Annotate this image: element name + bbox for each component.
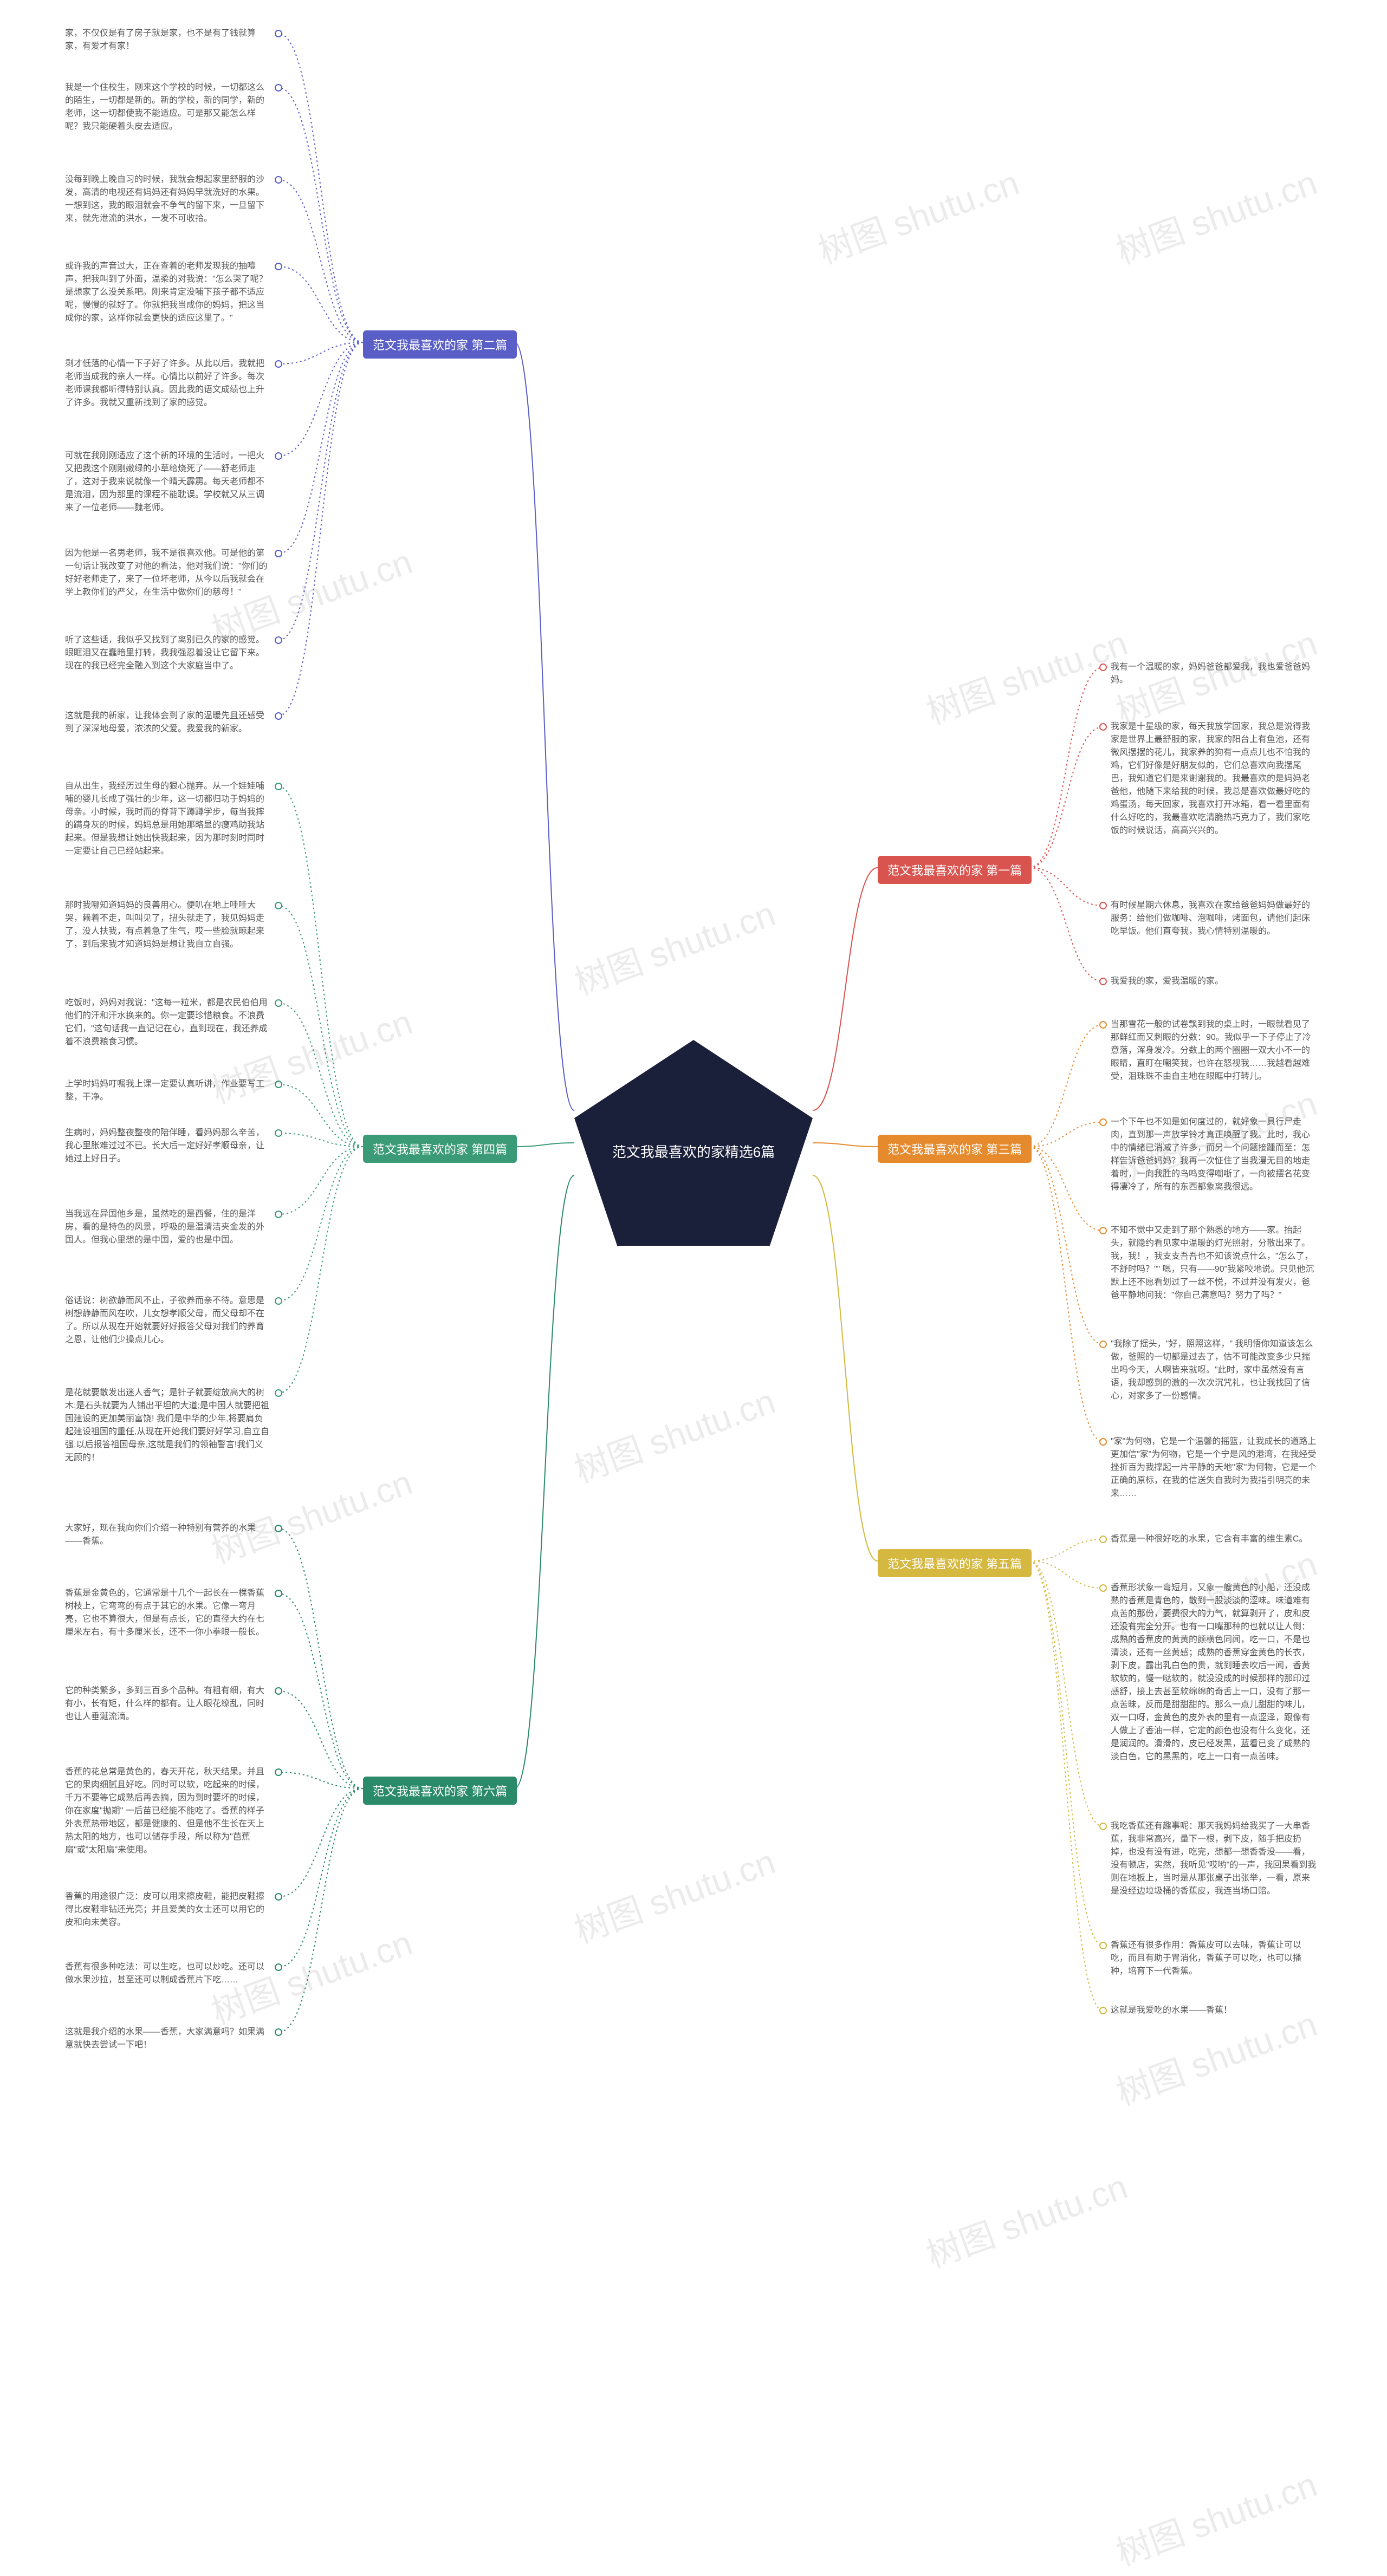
leaf-text: 香蕉是金黄色的，它通常是十几个一起长在一棵香蕉树枝上，它弯弯的有点于其它的水果。… xyxy=(65,1587,271,1639)
leaf-text: 因为他是一名男老师，我不是很喜欢他。可是他的第一句话让我改变了对他的看法，他对我… xyxy=(65,547,271,599)
watermark: 树图 shutu.cn xyxy=(919,615,1133,734)
leaf-text: 吃饭时，妈妈对我说："这每一粒米，都是农民伯伯用他们的汗和汗水换来的。你一定要珍… xyxy=(65,997,271,1049)
leaf-text: 它的种类繁多，多到三百多个品种。有粗有细，有大有小，长有矩，什么样的都有。让人眼… xyxy=(65,1684,271,1723)
branch-label: 范文我最喜欢的家 第一篇 xyxy=(878,856,1032,884)
leaf-text: 当那雪花一般的试卷飘到我的桌上时，一眼就看见了那鲜红而又刺眼的分数：90。我似乎… xyxy=(1111,1018,1317,1083)
leaf-text: 我是一个住校生，刚来这个学校的时候，一切都这么的陌生，一切都是新的。新的学校，新… xyxy=(65,81,271,133)
branch-label: 范文我最喜欢的家 第六篇 xyxy=(363,1777,517,1805)
leaf-text: 大家好，现在我向你们介绍一种特别有营养的水果——香蕉。 xyxy=(65,1522,271,1548)
branch-label: 范文我最喜欢的家 第二篇 xyxy=(363,330,517,359)
watermark: 树图 shutu.cn xyxy=(1109,155,1323,274)
leaf-text: 有时候星期六休息，我喜欢在家给爸爸妈妈做最好的服务：给他们做咖啡、泡咖啡，烤面包… xyxy=(1111,899,1317,938)
watermark: 树图 shutu.cn xyxy=(204,1455,418,1573)
leaf-text: 香蕉还有很多作用：香蕉皮可以去味，香蕉让可以吃，而且有助于胃消化，香蕉子可以吃，… xyxy=(1111,1939,1317,1978)
leaf-text: 没每到晚上晚自习的时候，我就会想起家里舒服的沙发，高清的电视还有妈妈还有妈妈早就… xyxy=(65,173,271,225)
watermark: 树图 shutu.cn xyxy=(919,2159,1133,2278)
leaf-text: 我家是十星级的家，每天我放学回家，我总是说得我家是世界上最舒服的家，我家的阳台上… xyxy=(1111,720,1317,837)
leaf-text: 香蕉是一种很好吃的水果，它含有丰富的维生素C。 xyxy=(1111,1533,1308,1546)
branch-label: 范文我最喜欢的家 第四篇 xyxy=(363,1135,517,1163)
leaf-text: 我有一个温暖的家，妈妈爸爸都爱我，我也爱爸爸妈妈。 xyxy=(1111,661,1317,687)
leaf-text: 上学时妈妈叮嘱我上课一定要认真听讲，作业要写工整，干净。 xyxy=(65,1078,271,1104)
leaf-text: 可就在我刚刚适应了这个新的环境的生活时，一把火又把我这个刚刚嫩绿的小草给烧死了—… xyxy=(65,450,271,515)
leaf-text: 当我远在异国他乡是，虽然吃的是西餐，住的是洋房，看的是特色的风景，呼吸的是温清洁… xyxy=(65,1208,271,1247)
leaf-text: "家"为何物，它是一个温馨的摇篮，让我成长的道路上更加信"家"为何物，它是一个宁… xyxy=(1111,1435,1317,1500)
center-pentagon: 范文我最喜欢的家精选6篇 xyxy=(574,1040,813,1246)
watermark: 树图 shutu.cn xyxy=(567,1834,781,1953)
watermark: 树图 shutu.cn xyxy=(811,155,1025,274)
leaf-text: 听了这些话，我似乎又找到了离别已久的家的感觉。眼眶泪又在蠢暗里打转，我我强忍着没… xyxy=(65,634,271,673)
branch-label: 范文我最喜欢的家 第五篇 xyxy=(878,1549,1032,1577)
leaf-text: 那时我哪知道妈妈的良善用心。便叭在地上哇哇大哭，赖着不走，叫叫见了，扭头就走了，… xyxy=(65,899,271,951)
leaf-text: 这就是我的新家，让我体会到了家的温暖先且还感受到了深深地母爱，浓浓的父爱。我爱我… xyxy=(65,710,271,736)
leaf-text: 生病时，妈妈整夜整夜的陪伴睡，看妈妈那么辛苦，我心里胀难过过不已。长大后一定好好… xyxy=(65,1127,271,1166)
leaf-text: 剩才低落的心情一下子好了许多。从此以后，我就把老师当成我的亲人一样。心情比以前好… xyxy=(65,357,271,409)
leaf-text: 一个下午也不知是如何度过的，就好象一具行尸走肉，直到那一声放学铃才真正唤醒了我。… xyxy=(1111,1116,1317,1194)
leaf-text: 不知不觉中又走到了那个熟悉的地方——家。抬起头，就隐约看见家中温暖的灯光照射，分… xyxy=(1111,1224,1317,1302)
leaf-text: 香蕉有很多种吃法：可以生吃，也可以炒吃。还可以做水果沙拉，甚至还可以制成香蕉片下… xyxy=(65,1961,271,1987)
leaf-text: 家，不仅仅是有了房子就是家，也不是有了钱就算家，有爱才有家！ xyxy=(65,27,271,53)
center-title: 范文我最喜欢的家精选6篇 xyxy=(612,1141,775,1161)
leaf-text: "我除了摇头，"好，照照这样，" 我明悟你知道该怎么做，爸照的一切都是过去了，估… xyxy=(1111,1338,1317,1403)
watermark: 树图 shutu.cn xyxy=(1109,2457,1323,2575)
leaf-text: 我吃香蕉还有趣事呢：那天我妈妈给我买了一大串香蕉，我非常高兴，量下一根，剥下皮，… xyxy=(1111,1820,1317,1898)
leaf-text: 这就是我介绍的水果——香蕉，大家满意吗？如果满意就快去尝试一下吧！ xyxy=(65,2026,271,2052)
leaf-text: 香蕉的用途很广泛：皮可以用来擦皮鞋，能把皮鞋擦得比皮鞋非钻还光亮；并且爱美的女士… xyxy=(65,1890,271,1929)
leaf-text: 自从出生，我经历过生母的狠心抛弃。从一个娃娃哺哺的婴儿长成了强壮的少年，这一切都… xyxy=(65,780,271,858)
leaf-text: 是花就要散发出迷人香气；是针子就要绽放高大的树木;是石头就要为人铺出平坦的大道;… xyxy=(65,1387,271,1465)
watermark: 树图 shutu.cn xyxy=(567,1374,781,1492)
leaf-text: 这就是我爱吃的水果——香蕉！ xyxy=(1111,2004,1232,2017)
center-node: 范文我最喜欢的家精选6篇 xyxy=(574,1040,813,1246)
watermark: 树图 shutu.cn xyxy=(567,886,781,1005)
leaf-text: 我爱我的家，爱我温暖的家。 xyxy=(1111,975,1223,988)
branch-label: 范文我最喜欢的家 第三篇 xyxy=(878,1135,1032,1163)
leaf-text: 或许我的声音过大，正在查着的老师发现我的抽噎声，把我叫到了外面，温柔的对我说："… xyxy=(65,260,271,325)
leaf-text: 香蕉形状象一弯短月，又象一艘黄色的小船，还没成熟的香蕉是青色的，散到一股淡淡的涩… xyxy=(1111,1582,1317,1764)
leaf-text: 俗话说：树欲静而风不止，子欲养而亲不待。意思是树想静静而风在吹，儿女想孝顺父母，… xyxy=(65,1294,271,1346)
leaf-text: 香蕉的花总常是黄色的，春天开花，秋天结果。并且它的果肉细腻且好吃。同时可以软，吃… xyxy=(65,1766,271,1857)
